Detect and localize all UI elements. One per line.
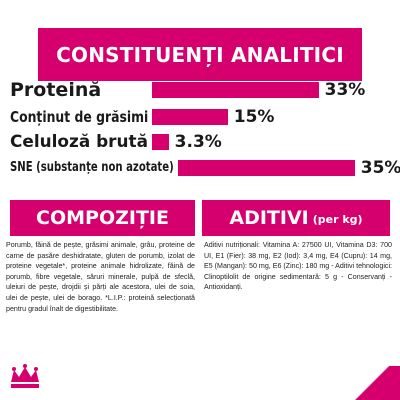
bar-label: Proteină: [10, 79, 102, 101]
corner-accent: [346, 366, 400, 400]
bar-value-label: 33%: [324, 80, 366, 100]
additives-header: ADITIVI (per kg): [202, 200, 390, 236]
bar-label: Conținut de grăsimi: [10, 108, 149, 126]
composition-text: Porumb, făină de pește, grăsimi animale,…: [6, 241, 195, 313]
bar-row: Proteină 33%: [0, 78, 400, 102]
additives-text: Aditivi nutriționali: Vitamina A: 27500 …: [204, 241, 392, 292]
bar-row: Celuloză brută 3.3%: [0, 130, 400, 154]
composition-header: COMPOZIȚIE: [10, 200, 195, 236]
additives-title: ADITIVI: [229, 207, 309, 229]
bar-label: SNE (substanțe non azotate): [10, 160, 174, 175]
composition-title: COMPOZIȚIE: [36, 207, 169, 229]
bar: [152, 109, 228, 125]
bar-value-label: 35%: [360, 158, 400, 178]
bar-value-label: 3.3%: [174, 132, 222, 152]
bar: [178, 160, 355, 176]
bar-label: Celuloză brută: [10, 132, 148, 152]
analytical-constituents-header: CONSTITUENȚI ANALITICI: [38, 28, 362, 81]
royal-canin-crown-icon: [11, 364, 39, 388]
additives-subtitle: (per kg): [312, 212, 363, 226]
bar-value-label: 15%: [233, 107, 275, 127]
analytical-constituents-title: CONSTITUENȚI ANALITICI: [56, 42, 344, 67]
bar: [152, 82, 319, 98]
bar-row: SNE (substanțe non azotate) 35%: [0, 156, 400, 180]
bar-row: Conținut de grăsimi 15%: [0, 105, 400, 129]
bar: [152, 134, 169, 150]
